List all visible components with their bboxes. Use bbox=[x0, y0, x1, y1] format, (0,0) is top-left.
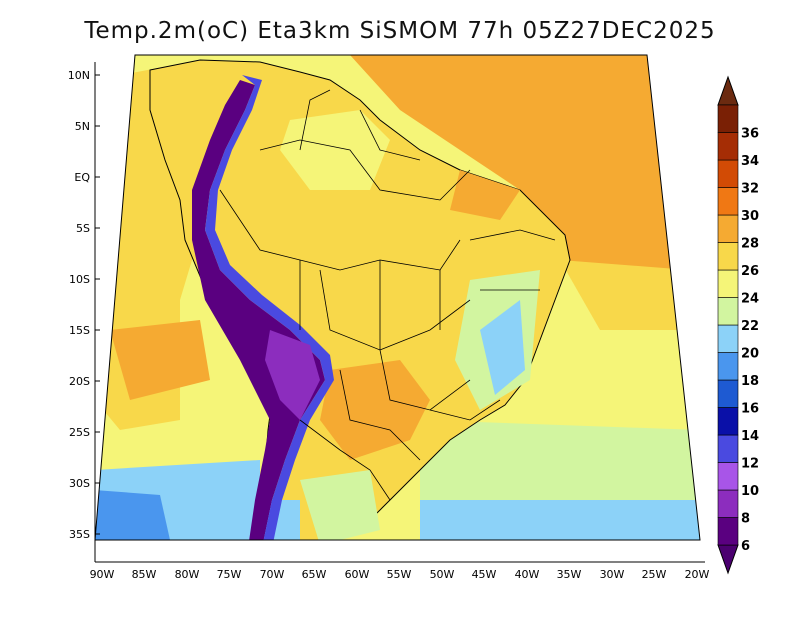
colorbar-label: 10 bbox=[741, 484, 759, 499]
amazon-warm-patch bbox=[280, 110, 390, 190]
colorbar-label: 32 bbox=[741, 182, 759, 197]
lon-tick-label: 35W bbox=[557, 568, 582, 581]
colorbar-label: 6 bbox=[741, 539, 750, 554]
colorbar-under-triangle bbox=[717, 544, 739, 575]
colorbar-label: 18 bbox=[741, 374, 759, 389]
lon-tick-label: 80W bbox=[175, 568, 200, 581]
pacific-orange-patch bbox=[110, 320, 210, 400]
longitude-axis: 90W 85W 80W 75W 70W 65W 60W 55W 50W 45W … bbox=[90, 568, 710, 581]
mild-atlantic-region bbox=[560, 260, 700, 330]
south-atlantic-cool bbox=[420, 500, 700, 540]
colorbar-label: 30 bbox=[741, 209, 759, 224]
colorbar-segment bbox=[717, 214, 739, 243]
colorbar-label: 28 bbox=[741, 237, 759, 252]
colorbar-segment bbox=[717, 517, 739, 546]
colorbar-segment bbox=[717, 297, 739, 326]
colorbar-label: 20 bbox=[741, 347, 759, 362]
lat-tick-label: 25S bbox=[69, 426, 90, 439]
andes-fringe bbox=[205, 75, 334, 540]
colorbar-label: 24 bbox=[741, 292, 759, 307]
lon-tick-label: 70W bbox=[260, 568, 285, 581]
map-domain bbox=[95, 55, 700, 540]
colorbar-segment bbox=[717, 187, 739, 216]
lon-tick-label: 45W bbox=[472, 568, 497, 581]
lon-tick-label: 30W bbox=[600, 568, 625, 581]
south-atlantic-mild bbox=[420, 420, 700, 500]
lon-tick-label: 20W bbox=[685, 568, 710, 581]
andes-cold-belt bbox=[192, 80, 325, 540]
colorbar-segment bbox=[717, 324, 739, 353]
lon-tick-label: 85W bbox=[132, 568, 157, 581]
southern-cone-cool bbox=[300, 470, 380, 540]
lon-tick-label: 60W bbox=[345, 568, 370, 581]
colorbar-segment bbox=[717, 159, 739, 188]
colorbar-segment bbox=[717, 132, 739, 161]
lon-tick-label: 90W bbox=[90, 568, 115, 581]
altiplano-core bbox=[265, 330, 320, 420]
colorbar-label: 34 bbox=[741, 154, 759, 169]
warm-atlantic-region bbox=[350, 55, 700, 310]
southeast-cool bbox=[480, 300, 525, 395]
lat-tick-label: 5N bbox=[75, 120, 90, 133]
colorbar-over-triangle bbox=[717, 75, 739, 106]
lat-tick-label: 20S bbox=[69, 375, 90, 388]
colorbar-label: 8 bbox=[741, 512, 750, 527]
colorbar-segment bbox=[717, 434, 739, 463]
lon-tick-label: 40W bbox=[515, 568, 540, 581]
colorbar-segment bbox=[717, 489, 739, 518]
colorbar-label: 26 bbox=[741, 264, 759, 279]
colorbar-label: 22 bbox=[741, 319, 759, 334]
map-frame bbox=[94, 54, 701, 541]
latitude-axis: 10N 5N EQ 5S 10S 15S 20S 25S 30S 35S bbox=[68, 69, 100, 541]
lat-tick-label: 10S bbox=[69, 273, 90, 286]
northeast-orange-patch bbox=[450, 170, 520, 220]
colorbar-label: 36 bbox=[741, 127, 759, 142]
colorbar-label: 16 bbox=[741, 402, 759, 417]
colorbar-label: 12 bbox=[741, 457, 759, 472]
lon-tick-label: 25W bbox=[642, 568, 667, 581]
colorbar-segment bbox=[717, 379, 739, 408]
map-title: Temp.2m(oC) Eta3km SiSMOM 77h 05Z27DEC20… bbox=[84, 18, 716, 44]
colorbar-segment bbox=[717, 407, 739, 436]
lat-tick-label: 15S bbox=[69, 324, 90, 337]
colorbar: 6 8 10 12 14 16 18 20 22 24 26 28 30 32 34 36 bbox=[717, 75, 759, 575]
lat-tick-label: 10N bbox=[68, 69, 90, 82]
lon-tick-label: 55W bbox=[387, 568, 412, 581]
lon-tick-label: 65W bbox=[302, 568, 327, 581]
colorbar-segment bbox=[717, 462, 739, 491]
colorbar-segment bbox=[717, 352, 739, 381]
central-hot-patch bbox=[320, 360, 430, 460]
colorbar-segment bbox=[717, 104, 739, 133]
colorbar-segment bbox=[717, 242, 739, 271]
south-pacific-cold bbox=[95, 490, 170, 540]
lat-tick-label: 5S bbox=[76, 222, 90, 235]
colorbar-label: 14 bbox=[741, 429, 759, 444]
political-borders bbox=[219, 89, 556, 501]
lon-tick-label: 75W bbox=[217, 568, 242, 581]
colorbar-segment bbox=[717, 269, 739, 298]
lat-tick-label: 35S bbox=[69, 528, 90, 541]
lat-tick-label: EQ bbox=[74, 171, 90, 184]
lat-tick-label: 30S bbox=[69, 477, 90, 490]
lon-tick-label: 50W bbox=[430, 568, 455, 581]
